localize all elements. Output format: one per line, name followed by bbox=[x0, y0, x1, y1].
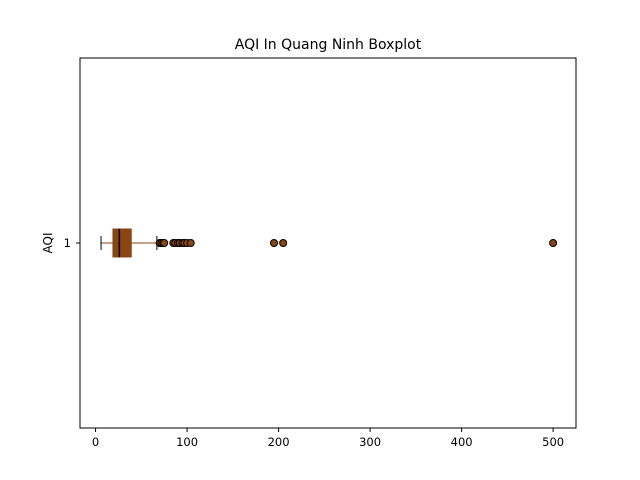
axes: 0 100 200 300 400 500 1 bbox=[64, 236, 564, 449]
x-tick-label: 100 bbox=[176, 435, 198, 449]
outlier-point bbox=[279, 239, 288, 247]
outlier-point bbox=[160, 239, 169, 247]
x-tick-label: 300 bbox=[359, 435, 381, 449]
plot-marks bbox=[100, 228, 558, 258]
y-tick-label: 1 bbox=[64, 236, 71, 250]
outlier-point bbox=[270, 239, 279, 247]
y-axis-label: AQI bbox=[41, 233, 55, 254]
iqr-box bbox=[112, 228, 132, 258]
x-tick-label: 400 bbox=[451, 435, 473, 449]
outlier-point bbox=[186, 239, 195, 247]
x-tick-label: 0 bbox=[92, 435, 99, 449]
x-tick-label: 200 bbox=[268, 435, 290, 449]
x-tick-label: 500 bbox=[542, 435, 564, 449]
chart-title: AQI In Quang Ninh Boxplot bbox=[235, 37, 422, 53]
outlier-point bbox=[549, 239, 558, 247]
